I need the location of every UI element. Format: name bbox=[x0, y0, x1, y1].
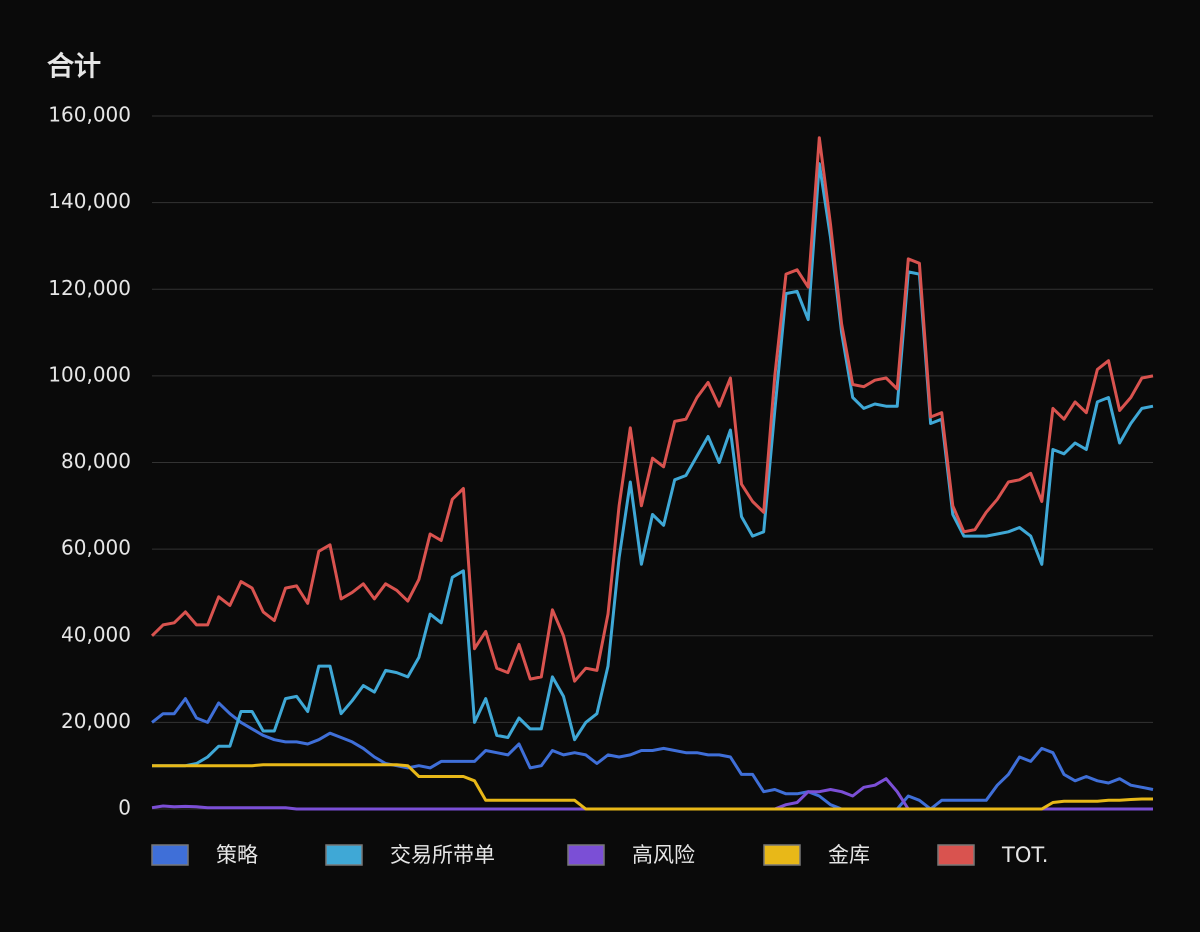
series-line bbox=[152, 162, 1154, 768]
y-tick-label: 20,000 bbox=[61, 709, 131, 733]
legend-swatch bbox=[567, 844, 605, 866]
y-tick-label: 120,000 bbox=[48, 276, 131, 300]
y-tick-label: 80,000 bbox=[61, 449, 131, 473]
y-tick-label: 140,000 bbox=[48, 189, 131, 213]
legend-swatch bbox=[325, 844, 363, 866]
y-tick-label: 160,000 bbox=[48, 103, 131, 127]
y-tick-label: 100,000 bbox=[48, 362, 131, 386]
legend-swatch bbox=[763, 844, 801, 866]
series-line bbox=[150, 136, 1154, 683]
legend-label: 高风险 bbox=[632, 843, 695, 867]
series-line bbox=[151, 697, 1154, 811]
y-tick-label: 40,000 bbox=[61, 622, 131, 646]
legend-label: 金库 bbox=[828, 843, 870, 867]
y-tick-label: 0 bbox=[118, 796, 131, 820]
legend-swatch bbox=[937, 844, 975, 866]
legend-label: 策略 bbox=[216, 843, 258, 867]
y-tick-label: 60,000 bbox=[61, 536, 131, 560]
series-line bbox=[152, 763, 1153, 811]
legend-label: 交易所带单 bbox=[390, 843, 495, 867]
legend-label: TOT. bbox=[1001, 843, 1048, 867]
series-line bbox=[151, 777, 1153, 811]
chart-title: 合计 bbox=[47, 51, 101, 83]
legend-swatch bbox=[151, 844, 189, 866]
